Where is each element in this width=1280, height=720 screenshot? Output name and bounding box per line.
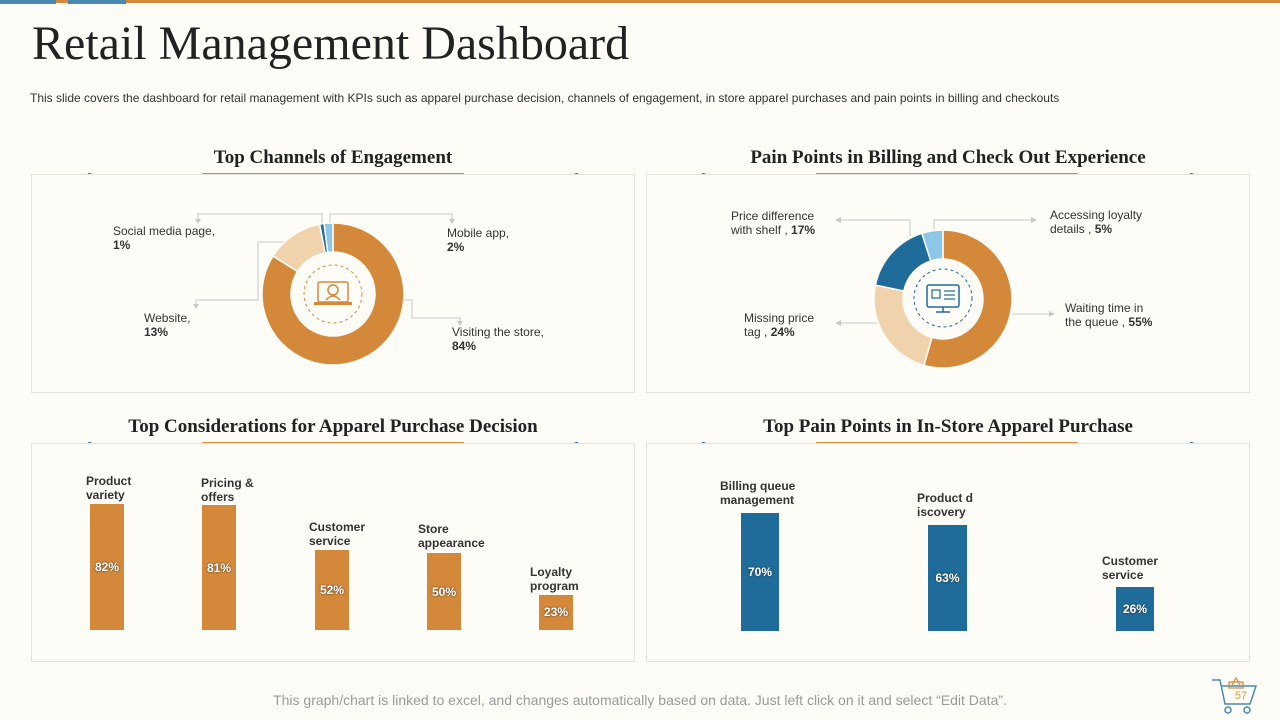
apparel-panel-title: Top Considerations for Apparel Purchase … (128, 416, 538, 437)
apparel-bar-value: 82% (94, 559, 120, 574)
label-value: 55% (1128, 315, 1153, 329)
billing-donut-slice (920, 229, 944, 262)
apparel-bar-category: Store appearance (418, 522, 485, 550)
page-subtitle: This slide covers the dashboard for reta… (30, 91, 1060, 105)
billing-label-price-diff: Price difference with shelf , 17% (731, 209, 831, 237)
label-value: 2% (447, 240, 465, 254)
instore-bar-category: Customer service (1102, 554, 1159, 582)
label-text: Social media page, (113, 224, 216, 238)
apparel-bar (539, 594, 573, 630)
channels-leader-lines (195, 213, 461, 322)
apparel-bar-category: Product variety (86, 474, 132, 502)
channels-donut-slice (261, 222, 405, 366)
label-value: 13% (144, 325, 169, 339)
apparel-bar-value: 52% (319, 582, 345, 597)
apparel-bar-value: 81% (206, 560, 232, 575)
label-text: Accessing loyalty details , (1050, 208, 1143, 236)
page-number: 57 (1234, 690, 1248, 702)
apparel-bar (202, 505, 236, 630)
instore-bar (1116, 587, 1154, 631)
label-text: Missing price tag , (744, 311, 815, 339)
page-title: Retail Management Dashboard (32, 17, 630, 70)
channels-donut (261, 222, 405, 366)
label-value: 5% (1094, 222, 1113, 236)
apparel-bar-value: 23% (543, 605, 569, 620)
billing-center-icon (913, 268, 973, 328)
instore-bar-category: Billing queue management (720, 479, 796, 507)
billing-label-waiting: Waiting time in the queue , 55% (1065, 301, 1160, 329)
channels-label-website: Website, 13% (144, 311, 190, 339)
channels-label-social: Social media page, 1% (113, 224, 215, 252)
label-text: Waiting time in the queue , (1065, 301, 1144, 329)
billing-donut-slice (923, 229, 1013, 369)
billing-label-loyalty: Accessing loyalty details , 5% (1050, 208, 1165, 236)
instore-bar-value: 63% (935, 571, 960, 586)
channels-label-mobile: Mobile app, 2% (447, 226, 509, 254)
instore-bar (741, 513, 779, 631)
top-accent-segment (0, 0, 56, 4)
apparel-bar-category: Pricing & offers (201, 476, 254, 504)
billing-donut (873, 229, 1013, 369)
billing-label-missing-tag: Missing price tag , 24% (744, 311, 834, 339)
apparel-bar-value: 50% (431, 584, 457, 599)
billing-panel-title: Pain Points in Billing and Check Out Exp… (750, 147, 1146, 168)
footer-note: This graph/chart is linked to excel, and… (273, 692, 1007, 708)
label-text: Visiting the store, (452, 325, 544, 339)
billing-donut-hole (904, 260, 982, 338)
channels-center-icon (303, 264, 363, 324)
instore-bar-category: Product discovery (917, 491, 973, 519)
top-accent-bar (0, 0, 1280, 3)
label-value: 84% (452, 339, 477, 353)
channels-label-store: Visiting the store, 84% (452, 325, 544, 353)
apparel-bar (90, 503, 124, 630)
instore-panel-title: Top Pain Points in In-Store Apparel Purc… (763, 416, 1133, 437)
instore-bar-value: 26% (1122, 602, 1148, 617)
instore-bar-value: 70% (747, 565, 773, 580)
apparel-bar (315, 549, 349, 630)
label-value: 17% (791, 223, 816, 237)
label-text: Price difference with shelf , (731, 209, 815, 237)
label-text: Website, (144, 311, 191, 325)
apparel-bar (427, 553, 461, 630)
label-text: Mobile app, (447, 226, 510, 240)
instore-bar (928, 525, 967, 631)
shopping-cart-icon (1212, 676, 1258, 714)
label-value: 1% (113, 238, 131, 252)
top-accent-segment (68, 0, 126, 4)
apparel-bar-category: Loyalty program (530, 565, 579, 593)
label-value: 24% (770, 325, 795, 339)
channels-panel-title: Top Channels of Engagement (213, 147, 453, 168)
channels-donut-slice (323, 222, 334, 254)
billing-leader-lines (840, 219, 1050, 324)
apparel-bar-category: Customer service (309, 520, 366, 548)
